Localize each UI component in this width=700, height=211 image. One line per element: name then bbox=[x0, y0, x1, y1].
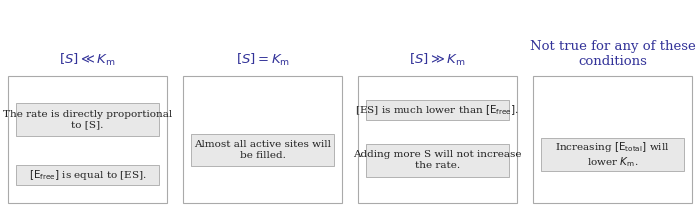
FancyBboxPatch shape bbox=[16, 165, 159, 185]
FancyBboxPatch shape bbox=[8, 76, 167, 203]
Text: $[\mathrm{E_{free}}]$ is equal to [ES].: $[\mathrm{E_{free}}]$ is equal to [ES]. bbox=[29, 168, 146, 182]
FancyBboxPatch shape bbox=[358, 76, 517, 203]
Text: $[S] \gg K_\mathrm{m}$: $[S] \gg K_\mathrm{m}$ bbox=[409, 51, 466, 68]
FancyBboxPatch shape bbox=[541, 138, 684, 171]
Text: Not true for any of these
conditions: Not true for any of these conditions bbox=[530, 39, 695, 68]
Text: Almost all active sites will
be filled.: Almost all active sites will be filled. bbox=[194, 140, 331, 160]
Text: $[S] = K_\mathrm{m}$: $[S] = K_\mathrm{m}$ bbox=[235, 51, 290, 68]
Text: Adding more S will not increase
the rate.: Adding more S will not increase the rate… bbox=[354, 150, 522, 170]
Text: [ES] is much lower than $[\mathrm{E_{free}}]$.: [ES] is much lower than $[\mathrm{E_{fre… bbox=[356, 103, 519, 117]
FancyBboxPatch shape bbox=[191, 134, 334, 166]
Text: The rate is directly proportional
to [S].: The rate is directly proportional to [S]… bbox=[3, 110, 172, 129]
FancyBboxPatch shape bbox=[366, 144, 509, 176]
FancyBboxPatch shape bbox=[183, 76, 342, 203]
FancyBboxPatch shape bbox=[533, 76, 692, 203]
FancyBboxPatch shape bbox=[16, 103, 159, 136]
Text: Increasing $[\mathrm{E_{total}}]$ will
lower $K_\mathrm{m}$.: Increasing $[\mathrm{E_{total}}]$ will l… bbox=[555, 139, 670, 169]
FancyBboxPatch shape bbox=[366, 100, 509, 120]
Text: $[S] \ll K_\mathrm{m}$: $[S] \ll K_\mathrm{m}$ bbox=[59, 51, 116, 68]
